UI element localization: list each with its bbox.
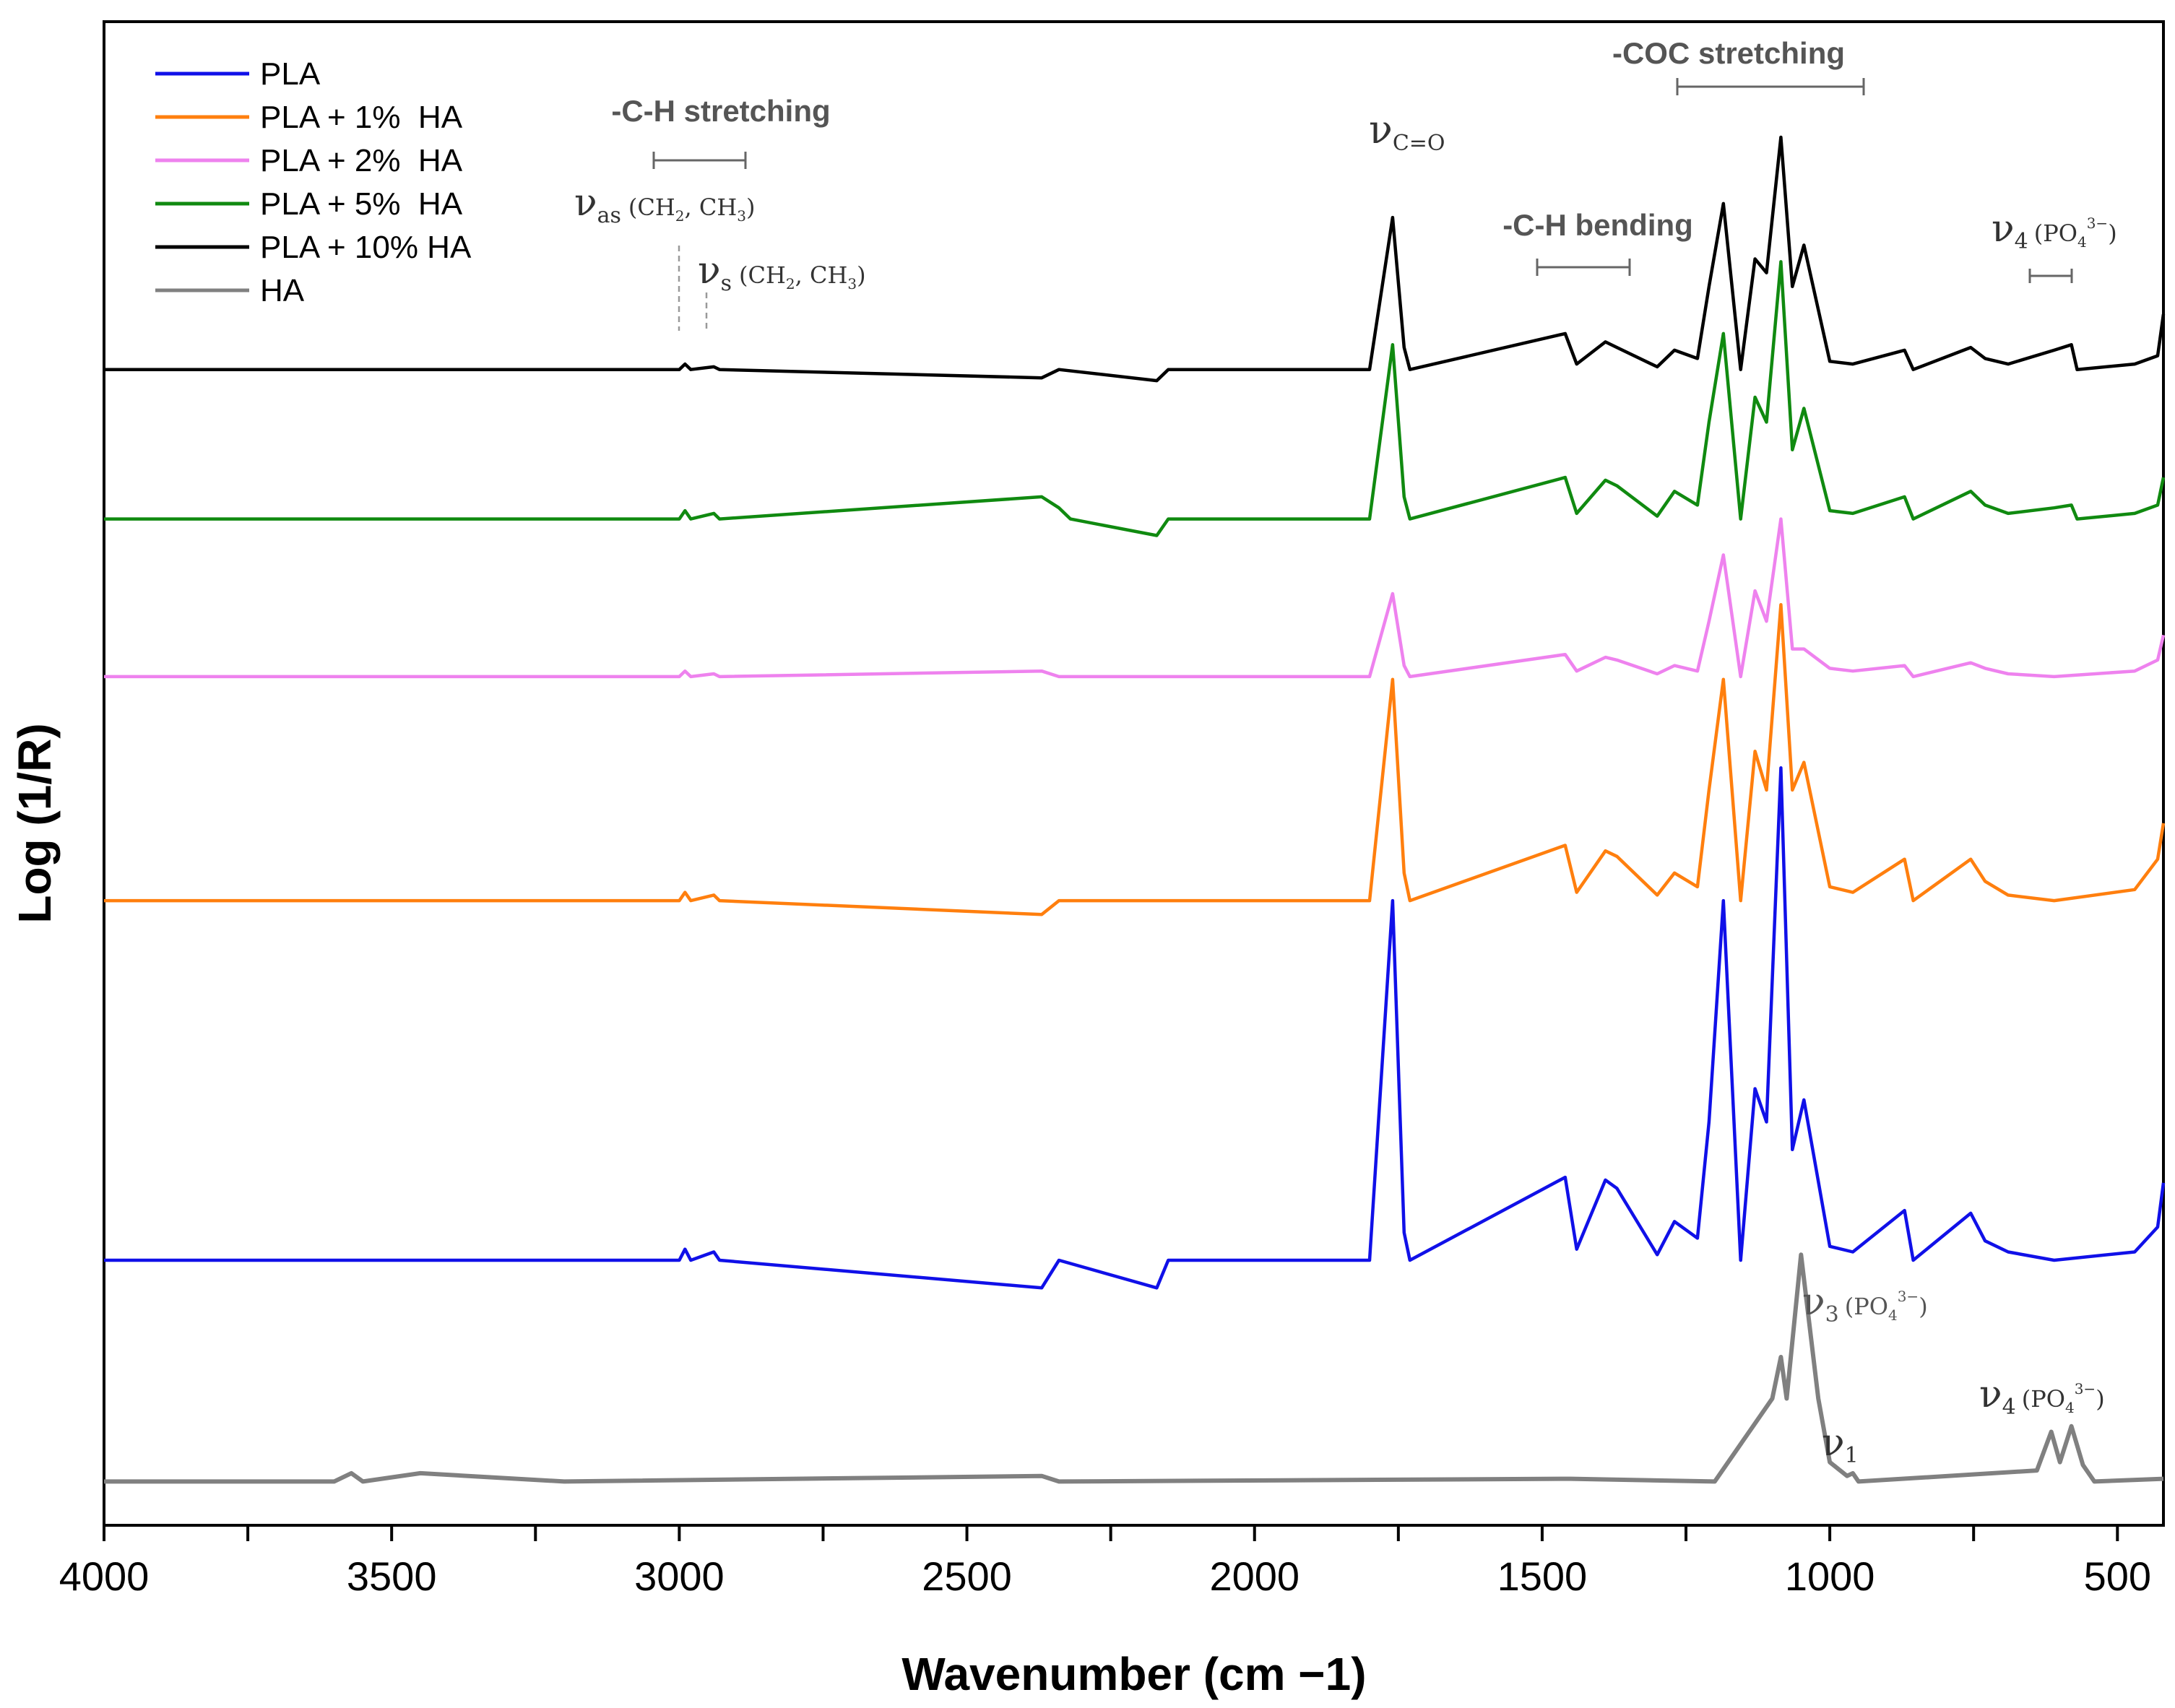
- legend: PLA PLA + 1% HA PLA + 2% HA PLA + 5% HA …: [155, 56, 472, 308]
- legend-label-pla-2ha: PLA + 2% HA: [260, 143, 463, 178]
- annotation-ch-stretching: -C-H stretching: [611, 94, 831, 169]
- annotation-ch-bending-bracket: [1536, 259, 1631, 276]
- legend-label-pla: PLA: [260, 56, 321, 92]
- annotation-nu4-po4-bottom: ν4 (PO43−): [1979, 1373, 2105, 1420]
- x-axis-title: Wavenumber (cm −1): [901, 1648, 1366, 1700]
- annotation-nu4-po4-top: ν4 (PO43−): [1992, 207, 2117, 283]
- x-tick-label: 1500: [1497, 1553, 1588, 1599]
- series-line-2: [104, 517, 2166, 679]
- annotation-nu1: ν1: [1822, 1421, 1859, 1468]
- annotation-nu-as-ch: νas (CH2, CH3): [574, 181, 755, 331]
- annotation-nu-as-ch-label: νas (CH2, CH3): [574, 181, 755, 228]
- series-line-1: [104, 603, 2166, 916]
- annotation-coc-stretching-bracket: [1676, 78, 1865, 95]
- annotation-ch-bending: -C-H bending: [1502, 208, 1693, 276]
- x-tick-label: 2500: [922, 1553, 1012, 1599]
- series-layer: [104, 135, 2166, 1484]
- series-line-5: [104, 1252, 2164, 1484]
- series-line-0: [104, 766, 2166, 1290]
- legend-label-pla-1ha: PLA + 1% HA: [260, 100, 463, 135]
- annotation-coc-stretching-label: -COC stretching: [1612, 36, 1845, 70]
- x-tick-label: 4000: [59, 1553, 150, 1599]
- x-tick-label: 2000: [1209, 1553, 1300, 1599]
- legend-label-pla-5ha: PLA + 5% HA: [260, 186, 463, 222]
- series-line-4: [104, 135, 2166, 383]
- annotation-ch-stretching-label: -C-H stretching: [611, 94, 830, 128]
- x-axis-ticks: 4000 3500 3000 2500 2000 1500 1000 500: [59, 1525, 2151, 1599]
- legend-label-ha: HA: [260, 273, 305, 308]
- x-tick-label: 3500: [347, 1553, 437, 1599]
- x-tick-label: 3000: [634, 1553, 725, 1599]
- annotation-nu-s-ch-label: νs (CH2, CH3): [698, 249, 866, 296]
- annotation-nu4-po4-top-bracket: [2028, 269, 2073, 283]
- y-axis-title: Log (1/R): [9, 723, 61, 923]
- annotation-coc-stretching: -COC stretching: [1612, 36, 1865, 95]
- annotation-nu4-po4-top-label: ν4 (PO43−): [1992, 207, 2117, 254]
- annotation-ch-bending-label: -C-H bending: [1502, 208, 1693, 242]
- annotation-nu3-po4: ν3 (PO43−): [1802, 1280, 1928, 1327]
- plot-frame: [103, 20, 2165, 1527]
- annotation-nu-co: νC=O: [1369, 107, 1445, 156]
- legend-label-pla-10ha: PLA + 10% HA: [260, 230, 472, 265]
- x-tick-label: 500: [2084, 1553, 2151, 1599]
- x-tick-label: 1000: [1785, 1553, 1875, 1599]
- series-line-3: [104, 260, 2166, 537]
- annotation-nu-s-ch: νs (CH2, CH3): [698, 249, 866, 331]
- annotation-ch-stretching-bracket: [652, 152, 747, 169]
